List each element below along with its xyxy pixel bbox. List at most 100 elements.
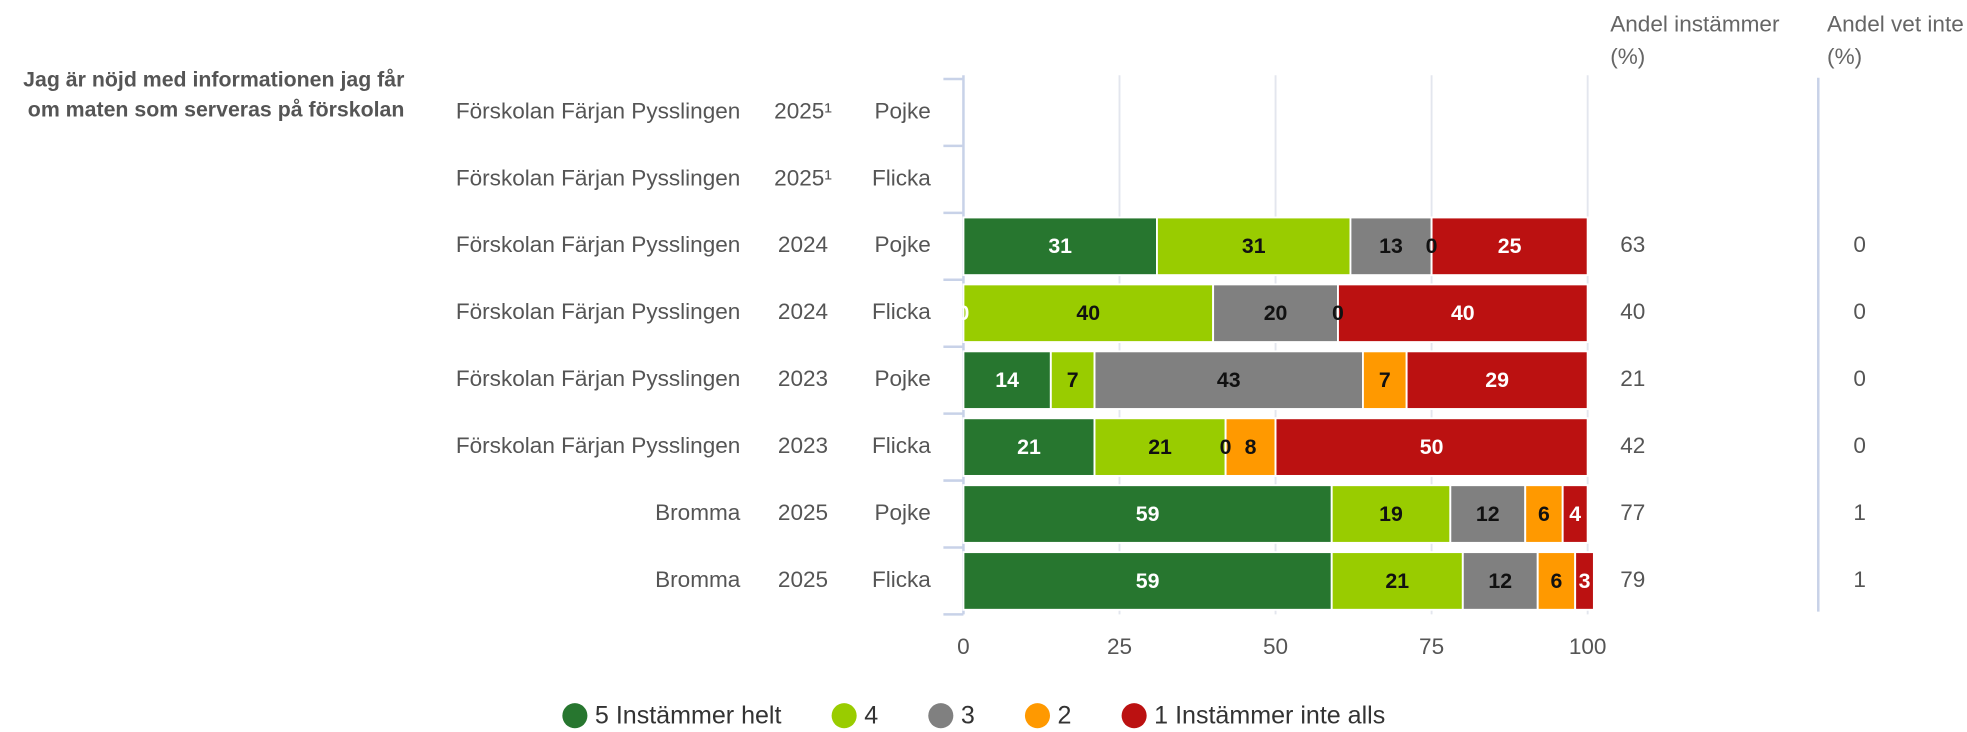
gender-label: Pojke: [874, 98, 930, 123]
unit-label: Bromma: [655, 567, 741, 592]
gender-label: Pojke: [874, 366, 930, 391]
agree-value: 77: [1620, 500, 1645, 525]
unit-label: Bromma: [655, 500, 741, 525]
data-label: 29: [1485, 368, 1509, 392]
data-label: 59: [1136, 569, 1160, 593]
data-label: 13: [1379, 234, 1403, 258]
data-label: 40: [1076, 301, 1100, 325]
bar-segment: [962, 484, 1333, 544]
legend-label: 2: [1058, 702, 1072, 730]
year-label: 2024: [778, 232, 828, 257]
data-label: 31: [1242, 234, 1266, 258]
data-label: 19: [1379, 502, 1403, 526]
gender-label: Pojke: [874, 500, 930, 525]
legend-label: 5 Instämmer helt: [595, 702, 782, 730]
bar-segment: [1212, 283, 1339, 343]
bar-segment: [1524, 484, 1564, 544]
unit-label: Förskolan Färjan Pysslingen: [456, 232, 740, 257]
data-label: 20: [1264, 301, 1288, 325]
legend-label: 3: [961, 702, 975, 730]
legend-swatch: [1024, 703, 1051, 729]
data-label: 59: [1136, 502, 1160, 526]
bar-segment: [962, 283, 1215, 343]
dont-know-header-box: Andel vet inte (%): [1827, 11, 1964, 69]
data-label: 0: [1220, 435, 1232, 459]
gender-label: Flicka: [872, 299, 931, 324]
data-label: 0: [958, 301, 970, 325]
dont-know-value: 0: [1853, 232, 1866, 257]
dont-know-value: 0: [1853, 299, 1866, 324]
data-label: 4: [1569, 502, 1581, 526]
bar-segment: [1093, 417, 1227, 477]
year-label: 2025¹: [774, 165, 832, 190]
data-label: 21: [1017, 435, 1041, 459]
unit-label: Förskolan Färjan Pysslingen: [456, 366, 740, 391]
agree-value: 42: [1620, 433, 1645, 458]
agree-value: 21: [1620, 366, 1645, 391]
dont-know-value: 1: [1853, 567, 1866, 592]
data-label: 21: [1385, 569, 1409, 593]
x-tick-label: 25: [1107, 634, 1132, 659]
agree-value: 63: [1620, 232, 1645, 257]
unit-label: Förskolan Färjan Pysslingen: [456, 299, 740, 324]
bar-segment: [962, 417, 1096, 477]
year-label: 2023: [778, 366, 828, 391]
data-label: 12: [1476, 502, 1500, 526]
agree-value: 79: [1620, 567, 1645, 592]
year-label: 2025: [778, 567, 828, 592]
data-label: 40: [1451, 301, 1475, 325]
x-tick-label: 50: [1263, 634, 1288, 659]
bar-segment: [1330, 484, 1452, 544]
x-tick-label: 100: [1569, 634, 1607, 659]
bar-segment: [1361, 350, 1408, 410]
data-label: 50: [1420, 435, 1444, 459]
data-label: 6: [1538, 502, 1550, 526]
legend-label: 1 Instämmer inte alls: [1154, 702, 1385, 730]
data-label: 21: [1148, 435, 1172, 459]
year-label: 2024: [778, 299, 828, 324]
bar-segment: [1274, 417, 1589, 477]
legend-swatch: [928, 703, 954, 729]
dont-know-value: 1: [1853, 500, 1866, 525]
data-label: 6: [1551, 569, 1563, 593]
legend-swatch: [562, 703, 588, 729]
x-tick-label: 75: [1419, 634, 1444, 659]
unit-label: Förskolan Färjan Pysslingen: [456, 98, 740, 123]
question: Jag är nöjd med informationen jag får om…: [23, 67, 405, 122]
bar-segment: [1574, 551, 1595, 611]
year-label: 2025¹: [774, 98, 832, 123]
bar-segment: [962, 350, 1052, 410]
bar-segment: [962, 216, 1158, 277]
bar-segment: [1461, 551, 1539, 611]
legend-label: 4: [864, 702, 878, 730]
data-label: 3: [1579, 569, 1591, 593]
bar-segment: [1449, 484, 1527, 544]
unit-label: Förskolan Färjan Pysslingen: [456, 165, 740, 190]
year-label: 2025: [778, 500, 828, 525]
agree-header-box: Andel instämmer (%): [1610, 11, 1780, 69]
agree-header: Andel instämmer (%): [1610, 11, 1780, 69]
data-label: 25: [1498, 234, 1522, 258]
data-label: 43: [1217, 368, 1241, 392]
data-label: 12: [1488, 569, 1512, 593]
data-label: 7: [1379, 368, 1391, 392]
unit-label: Förskolan Färjan Pysslingen: [456, 433, 740, 458]
data-label: 14: [995, 368, 1019, 392]
legend-swatch: [1121, 703, 1147, 729]
bar-segment: [1049, 350, 1096, 410]
bar-segment: [1337, 283, 1589, 343]
gender-label: Pojke: [874, 232, 930, 257]
x-tick-label: 0: [957, 634, 970, 659]
year-label: 2023: [778, 433, 828, 458]
bar-segment: [1430, 216, 1589, 277]
gender-label: Flicka: [872, 433, 931, 458]
data-label: 0: [1332, 301, 1344, 325]
data-label: 8: [1245, 435, 1257, 459]
dont-know-value: 0: [1853, 366, 1866, 391]
gender-label: Flicka: [872, 567, 931, 592]
data-label: 0: [1426, 234, 1438, 258]
data-label: 7: [1067, 368, 1079, 392]
data-label: 31: [1048, 234, 1072, 258]
gender-label: Flicka: [872, 165, 931, 190]
